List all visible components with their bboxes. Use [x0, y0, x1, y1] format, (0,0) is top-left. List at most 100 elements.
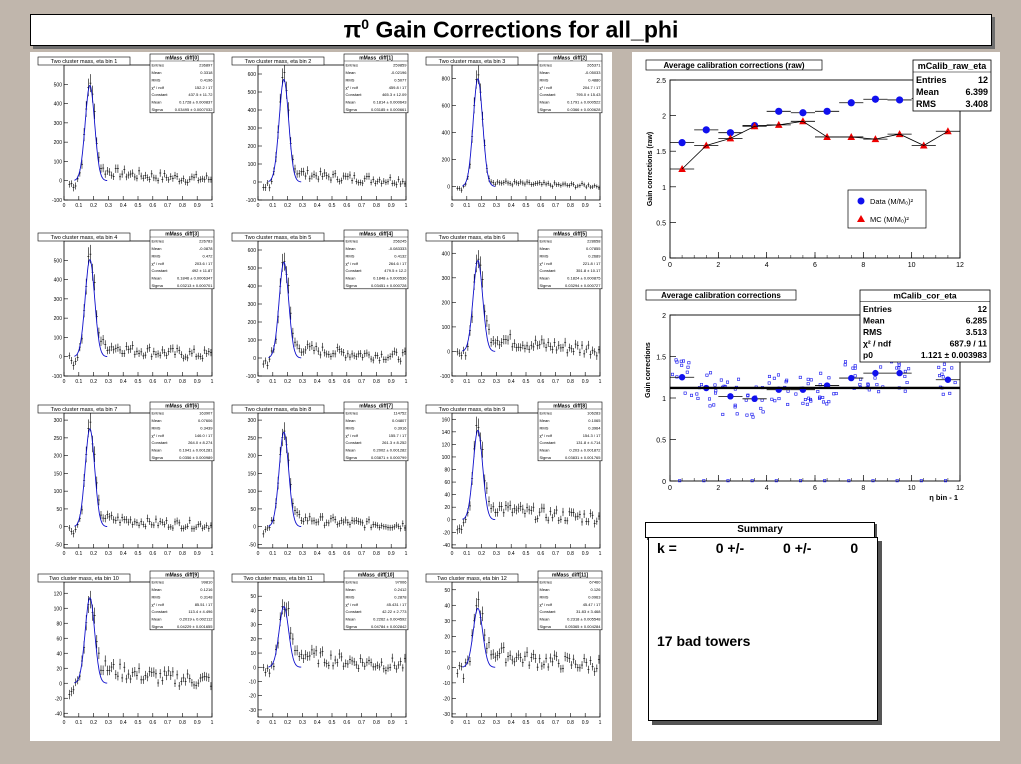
- x-tick-label: 0.7: [358, 379, 365, 385]
- cor-tower-point: [745, 413, 749, 417]
- cor-tower-point: [937, 365, 941, 369]
- cor-tower-point: [821, 395, 825, 399]
- cor-tower-point: [905, 381, 909, 385]
- x-tick-label: 0.7: [358, 203, 365, 209]
- stats-value: 0.03185 ± 0.000661: [371, 107, 407, 112]
- histogram-title: Two cluster mass, eta bin 4: [51, 235, 118, 241]
- stats-key: Mean: [152, 448, 162, 453]
- cor-mean-point: [848, 374, 855, 382]
- y-tick-label: 2: [662, 114, 666, 121]
- x-tick-label: 0.6: [149, 203, 156, 209]
- x-tick-label: 1: [599, 720, 602, 726]
- cor-tower-point: [708, 404, 712, 408]
- cor-tower-point: [801, 401, 805, 405]
- stats-key: RMS: [346, 594, 355, 599]
- x-tick-label: 0.4: [508, 720, 515, 726]
- cor-tower-point: [761, 410, 765, 414]
- legend-marker-data: [857, 197, 865, 205]
- stats-value: 163907: [199, 411, 213, 416]
- x-tick-label: 0: [257, 203, 260, 209]
- raw-data-point: [871, 95, 880, 103]
- x-tick-label: 0.9: [194, 379, 201, 385]
- stats-key: χ² / ndf: [540, 602, 553, 607]
- gaussian-fit-curve: [74, 259, 108, 358]
- cor-zero-point: [799, 479, 803, 483]
- stats-key: Constant: [152, 609, 169, 614]
- y-tick-label: 200: [442, 158, 451, 164]
- stats-value: 459.8 / 17: [389, 85, 408, 90]
- stats-value: 492 ± 11.87: [192, 268, 214, 273]
- y-tick-label: 100: [248, 162, 257, 168]
- stats-value: 114752: [393, 411, 407, 416]
- cor-tower-point: [675, 360, 679, 364]
- stats-box-title: mMass_diff[0]: [165, 56, 199, 62]
- x-tick-label: 0.2: [478, 379, 485, 385]
- x-tick-label: 0.7: [164, 551, 171, 557]
- stats-key: Constant: [152, 268, 169, 273]
- stats-key: Sigma: [540, 624, 552, 629]
- stats-key: Constant: [346, 609, 363, 614]
- cor-tower-point: [816, 390, 820, 394]
- stats-value: 351.8 ± 10.17: [576, 268, 601, 273]
- stats-value: 0.1728 ± 0.000837: [179, 100, 213, 105]
- cor-tower-point: [760, 398, 764, 402]
- stats-box-title: mMass_diff[6]: [165, 404, 199, 410]
- cor-tower-point: [903, 374, 907, 378]
- stats-value: 0.3964: [588, 425, 601, 430]
- x-tick-label: 1: [599, 203, 602, 209]
- x-tick-label: 0.3: [493, 551, 500, 557]
- cor-tower-point: [948, 391, 952, 395]
- x-tick-label: 0.5: [135, 551, 142, 557]
- y-tick-label: 0: [59, 525, 62, 531]
- cor-plot-title-box: [645, 289, 797, 301]
- stats-key: Mean: [863, 316, 885, 326]
- cor-zero-point: [895, 479, 899, 483]
- cor-tower-point: [759, 406, 763, 410]
- x-tick-label: 0.2: [478, 720, 485, 726]
- summary-box: k = 0 +/- 0 +/- 0 17 bad towers: [648, 537, 878, 721]
- x-tick-label: 0.1: [269, 551, 276, 557]
- y-tick-label: 50: [56, 507, 62, 513]
- cor-tower-point: [707, 397, 711, 401]
- cor-tower-point: [818, 395, 822, 399]
- stats-key: Constant: [540, 440, 557, 445]
- cor-tower-point: [879, 365, 883, 369]
- corrected-calibration-plot: 0 2 4 6 8 10 12 0 0.5 1 1.5 2 Average calibration co…: [645, 289, 991, 502]
- histogram-panel-10: -40 -20 0 20 40 60 80 100 120 0 0.1 0.2 0.3 0.4 0.5 0.6…: [37, 570, 215, 726]
- x-tick-label: 0.4: [314, 379, 321, 385]
- y-tick-label: -20: [443, 530, 450, 536]
- histogram-panel-11: -30 -20 -10 0 10 20 30 40 50 0 0.1 0.2 0.3 0.4 0.5 0.6 0…: [231, 570, 409, 726]
- y-tick-label: 120: [54, 591, 63, 597]
- stats-value: 12: [978, 75, 988, 85]
- raw-mc-point: [726, 134, 735, 142]
- y-tick-label: -30: [443, 712, 450, 718]
- stats-key: Mean: [152, 70, 162, 75]
- x-tick-label: 0.2: [284, 720, 291, 726]
- x-tick-label: 0.6: [343, 379, 350, 385]
- stats-key: Entries: [152, 580, 164, 585]
- x-tick-label: 0.1: [269, 379, 276, 385]
- stats-key: Constant: [346, 92, 363, 97]
- x-tick-label: 0.3: [299, 379, 306, 385]
- y-tick-label: 500: [54, 258, 63, 264]
- y-tick-label: -20: [55, 696, 62, 702]
- y-tick-label: -100: [246, 374, 256, 380]
- stats-key: Sigma: [152, 624, 164, 629]
- x-tick-label: 0.8: [567, 720, 574, 726]
- y-tick-label: 200: [54, 454, 63, 460]
- raw-data-point: [799, 109, 807, 117]
- stats-value: 259859: [393, 63, 407, 68]
- y-tick-label: -10: [249, 679, 256, 685]
- stats-value: 0.3916: [394, 425, 407, 430]
- x-tick-label: 0.6: [343, 203, 350, 209]
- y-tick-label: 400: [248, 108, 257, 114]
- raw-plot-title-box: [645, 59, 823, 71]
- stats-value: 154.3 / 17: [583, 433, 602, 438]
- stats-value: 0.4196: [200, 77, 213, 82]
- cor-tower-point: [751, 415, 755, 419]
